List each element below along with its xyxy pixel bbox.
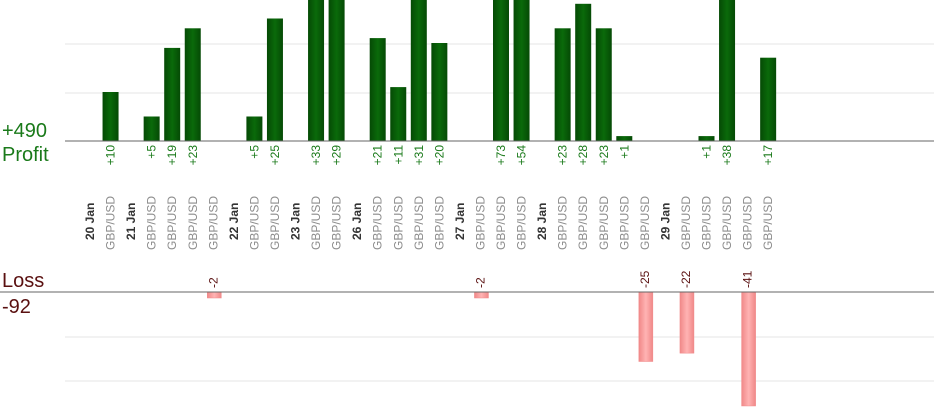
profit-value-label: +28 [576, 145, 590, 166]
loss-value-label: -41 [741, 270, 755, 288]
pair-label: GBP/USD [761, 196, 775, 250]
profit-value-label: +1 [617, 145, 631, 159]
profit-bar [328, 0, 345, 141]
profit-bar [493, 0, 509, 141]
profit-bar [410, 0, 427, 141]
profit-value-label: +29 [330, 145, 344, 166]
profit-bar [719, 0, 736, 141]
profit-value-label: +11 [391, 145, 405, 165]
pair-label: GBP/USD [206, 196, 220, 250]
pair-label: GBP/USD [720, 196, 734, 250]
profit-label: Profit [2, 144, 49, 166]
date-label: 29 Jan [658, 203, 672, 240]
profit-value-label: +33 [309, 145, 323, 166]
pair-label: GBP/USD [247, 196, 261, 250]
profit-bar [266, 18, 283, 141]
loss-bar [474, 291, 489, 299]
pair-label: GBP/USD [391, 196, 405, 250]
loss-bar [741, 291, 756, 407]
date-label: 21 Jan [124, 203, 138, 240]
pair-label: GBP/USD [617, 196, 631, 250]
profit-value-label: +20 [432, 145, 446, 166]
profit-bar [369, 38, 386, 141]
profit-bar [513, 0, 530, 141]
pair-label: GBP/USD [268, 196, 282, 250]
profit-value-label: +17 [761, 145, 775, 166]
pair-label: GBP/USD [412, 196, 426, 250]
loss-bar [638, 291, 654, 362]
profit-value-label: +23 [556, 145, 570, 166]
loss-bar [207, 291, 222, 299]
loss-bar [679, 291, 695, 354]
date-label: 26 Jan [350, 203, 364, 240]
date-label: 27 Jan [453, 203, 467, 240]
profit-bar [554, 28, 571, 141]
pair-label: GBP/USD [576, 196, 590, 250]
bars [102, 0, 777, 407]
loss-total: -92 [2, 296, 31, 318]
pair-label: GBP/USD [638, 196, 652, 250]
profit-value-label: +5 [247, 145, 261, 159]
labels: 20 Jan GBP/USD +10 21 Jan GBP/USD +5 GBP/USD +1… [83, 145, 775, 288]
date-label: 23 Jan [289, 203, 303, 240]
profit-bar [595, 28, 612, 141]
loss-label: Loss [2, 270, 45, 292]
pair-label: GBP/USD [515, 196, 529, 250]
axes [0, 140, 934, 293]
profit-bar [164, 47, 181, 141]
profit-value-label: +38 [720, 145, 734, 166]
loss-value-label: -2 [473, 277, 487, 288]
pair-label: GBP/USD [700, 196, 714, 250]
pair-label: GBP/USD [473, 196, 487, 250]
pair-label: GBP/USD [741, 196, 755, 250]
loss-value-label: -22 [679, 270, 693, 288]
pair-label: GBP/USD [494, 196, 508, 250]
profit-value-label: +10 [104, 145, 118, 166]
profit-total: +490 [2, 120, 48, 142]
profit-value-label: +19 [165, 145, 179, 166]
profit-value-label: +23 [186, 145, 200, 166]
pair-label: GBP/USD [597, 196, 611, 250]
loss-value-label: -25 [638, 270, 652, 288]
profit-bar [246, 116, 263, 141]
pair-label: GBP/USD [104, 196, 118, 250]
date-label: 28 Jan [535, 203, 549, 240]
profit-value-label: +73 [494, 145, 508, 166]
profit-bar [184, 28, 201, 141]
pair-label: GBP/USD [309, 196, 323, 250]
date-label: 20 Jan [83, 203, 97, 240]
profit-value-label: +25 [268, 145, 282, 166]
profit-bar [760, 57, 777, 142]
profit-value-label: +31 [412, 145, 426, 166]
pair-label: GBP/USD [165, 196, 179, 250]
pair-label: GBP/USD [330, 196, 344, 250]
profit-value-label: +5 [145, 145, 159, 159]
profit-bar [431, 43, 448, 141]
profit-bar [575, 3, 592, 141]
profit-value-label: +21 [371, 145, 385, 166]
profit-bar [102, 92, 119, 141]
pair-label: GBP/USD [145, 196, 159, 250]
pair-label: GBP/USD [556, 196, 570, 250]
pair-label: GBP/USD [679, 196, 693, 250]
pair-label: GBP/USD [371, 196, 385, 250]
profit-value-label: +1 [700, 145, 714, 159]
pair-label: GBP/USD [186, 196, 200, 250]
profit-bar [698, 136, 715, 141]
profit-bar [390, 87, 407, 141]
profit-bar [143, 116, 160, 141]
profit-value-label: +54 [515, 145, 529, 166]
pair-label: GBP/USD [432, 196, 446, 250]
profit-bar [616, 136, 633, 141]
profit-value-label: +23 [597, 145, 611, 166]
date-label: 22 Jan [227, 203, 241, 240]
loss-value-label: -2 [206, 277, 220, 288]
profit-bar [308, 0, 325, 141]
